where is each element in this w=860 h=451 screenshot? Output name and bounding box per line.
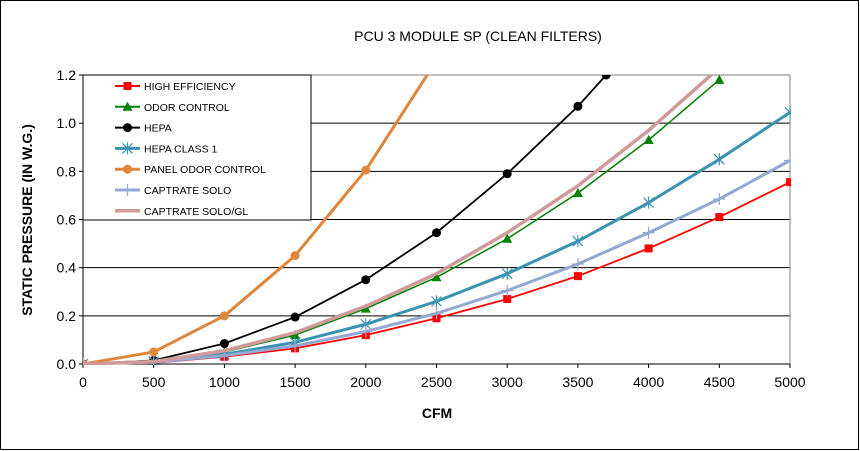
x-tick-label: 1000 (209, 374, 240, 390)
plus-marker (571, 258, 584, 271)
circle-marker (219, 339, 229, 349)
y-tick-label: 1.0 (57, 115, 77, 131)
legend-label: PANEL ODOR CONTROL (144, 164, 266, 176)
x-axis-label: CFM (422, 405, 452, 421)
circle-marker (290, 251, 300, 261)
legend-label: ODOR CONTROL (144, 102, 230, 114)
plus-marker (359, 325, 372, 338)
legend-item: ODOR CONTROL (115, 101, 230, 114)
y-axis-label: STATIC PRESSURE (IN W.G.) (19, 124, 35, 316)
plus-marker (289, 339, 302, 352)
triangle-marker (714, 75, 725, 84)
legend-item: HEPA CLASS 1 (115, 142, 218, 155)
circle-marker (432, 228, 441, 238)
x-tick-label: 2500 (421, 374, 452, 390)
x-tick-label: 4000 (633, 374, 664, 390)
plus-marker (121, 184, 134, 196)
circle-marker (123, 123, 132, 133)
series-line (83, 75, 429, 365)
chart-title: PCU 3 MODULE SP (CLEAN FILTERS) (354, 28, 602, 44)
star-marker (122, 142, 133, 155)
star-marker (784, 106, 791, 119)
circle-marker (573, 101, 583, 111)
square-marker (503, 294, 512, 303)
legend-label: HIGH EFFICIENCY (144, 81, 236, 93)
triangle-marker (360, 303, 371, 313)
circle-marker (123, 164, 132, 174)
x-tick-label: 5000 (774, 374, 805, 390)
legend-item: CAPTRATE SOLO/GL (115, 206, 248, 218)
plus-marker (713, 193, 726, 206)
x-tick-label: 3000 (492, 374, 523, 390)
square-marker (786, 178, 791, 187)
star-marker (501, 267, 513, 280)
triangle-marker (643, 135, 654, 145)
legend-label: HEPA CLASS 1 (144, 143, 218, 155)
star-marker (83, 358, 89, 365)
legend-label: CAPTRATE SOLO (144, 185, 231, 197)
plus-marker (784, 154, 791, 167)
legend-item: PANEL ODOR CONTROL (115, 164, 266, 176)
plus-marker (430, 307, 443, 320)
x-tick-label: 3500 (562, 374, 593, 390)
plus-marker (501, 284, 514, 297)
plus-marker (642, 226, 655, 239)
legend-label: HEPA (144, 123, 172, 135)
legend-label: CAPTRATE SOLO/GL (144, 206, 248, 218)
x-tick-label: 4500 (704, 374, 735, 390)
square-marker (573, 272, 582, 281)
legend-item: HEPA (115, 123, 172, 135)
square-marker (715, 213, 724, 222)
square-marker (644, 244, 653, 253)
x-tick-label: 500 (142, 374, 166, 390)
circle-marker (361, 275, 371, 285)
star-marker (431, 295, 442, 308)
triangle-marker (122, 101, 133, 111)
triangle-marker (431, 272, 442, 282)
y-tick-label: 0.2 (57, 308, 77, 324)
circle-marker (149, 347, 159, 357)
x-tick-label: 0 (79, 374, 87, 390)
x-tick-label: 1500 (280, 374, 311, 390)
y-tick-label: 0.8 (57, 163, 77, 179)
star-marker (643, 196, 655, 209)
y-tick-label: 0.4 (57, 260, 77, 276)
y-tick-label: 0.6 (57, 212, 77, 228)
triangle-marker (502, 233, 513, 243)
series-captrate-solo-gl (83, 75, 714, 365)
triangle-marker (290, 330, 301, 340)
circle-marker (361, 165, 371, 175)
series-line (83, 75, 714, 365)
circle-marker (219, 311, 229, 321)
circle-marker (601, 75, 611, 80)
star-marker (572, 235, 584, 248)
square-marker (123, 82, 132, 90)
legend-item: CAPTRATE SOLO (115, 184, 231, 197)
circle-marker (290, 312, 300, 322)
y-tick-label: 1.2 (57, 67, 77, 83)
star-marker (713, 153, 725, 166)
circle-marker (432, 56, 441, 65)
y-tick-label: 0.0 (57, 356, 77, 372)
circle-marker (502, 169, 512, 179)
legend-item: HIGH EFFICIENCY (115, 81, 236, 93)
triangle-marker (572, 188, 583, 198)
x-tick-label: 2000 (350, 374, 381, 390)
